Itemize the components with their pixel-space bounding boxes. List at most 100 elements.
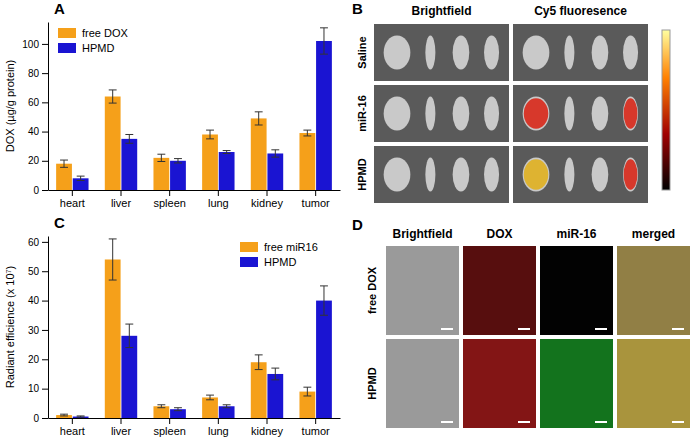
- tick-label: lung: [208, 197, 229, 209]
- error-bar: [60, 414, 68, 416]
- tick-mark: [169, 190, 170, 196]
- error-bar-line: [129, 324, 130, 347]
- error-bar: [174, 408, 182, 411]
- tick-label: tumor: [302, 197, 330, 209]
- scale-bar: [441, 328, 453, 330]
- axis-line: [48, 23, 49, 191]
- error-bar-line: [129, 134, 130, 143]
- tick: 10: [28, 383, 48, 394]
- tick-mark: [42, 161, 48, 162]
- error-bar-line: [258, 355, 259, 370]
- bar: [121, 336, 137, 418]
- error-bar-line: [223, 404, 231, 405]
- image-placeholder: [374, 146, 509, 203]
- tick-mark: [42, 242, 48, 243]
- tick-label: 40: [28, 295, 40, 306]
- tick-label: 60: [28, 97, 40, 108]
- legend-label: HPMD: [82, 42, 114, 54]
- organ: [592, 96, 609, 130]
- organ: [453, 35, 470, 69]
- image-placeholder: [463, 246, 536, 335]
- tick: 40: [28, 295, 48, 306]
- error-bar-line: [210, 395, 211, 400]
- tick: 100: [22, 39, 48, 50]
- error-bar-line: [303, 387, 311, 388]
- bar: [316, 41, 332, 190]
- error-bar: [255, 112, 263, 125]
- row-label: Saline: [356, 36, 368, 68]
- tick: liver: [111, 190, 132, 209]
- legend-swatch: [240, 242, 258, 252]
- tick: tumor: [302, 190, 330, 209]
- tick-label: tumor: [302, 425, 330, 437]
- bar: [153, 158, 169, 190]
- organ: [623, 157, 638, 191]
- figure: 020406080100heartliverspleenlungkidneytu…: [0, 0, 700, 440]
- column-label: miR-16: [556, 227, 596, 241]
- bar: [105, 259, 121, 418]
- error-bar: [174, 159, 182, 163]
- organ: [484, 96, 499, 130]
- error-bar-line: [60, 160, 68, 161]
- tick: 30: [28, 325, 48, 336]
- tick-label: liver: [111, 425, 132, 437]
- tick-mark: [42, 190, 48, 191]
- scale-bar: [518, 328, 530, 330]
- legend: free DOXHPMD: [58, 27, 129, 54]
- image-placeholder: [540, 339, 613, 428]
- legend-swatch: [58, 28, 76, 38]
- error-bar: [223, 405, 231, 408]
- error-bar-line: [223, 150, 231, 151]
- error-bar-line: [60, 167, 68, 168]
- error-bar-line: [174, 407, 182, 408]
- color-bar: [662, 30, 670, 190]
- error-bar: [255, 355, 263, 370]
- image-placeholder: [386, 339, 459, 428]
- organ: [425, 157, 435, 191]
- column-label: Brightfield: [412, 4, 472, 18]
- panel-label: C: [54, 214, 65, 231]
- error-bar-line: [109, 89, 117, 90]
- image-placeholder: [540, 246, 613, 335]
- bar: [202, 397, 218, 418]
- error-bar: [271, 368, 279, 380]
- error-bar-line: [206, 399, 214, 400]
- organ: [453, 96, 470, 130]
- error-bar: [206, 395, 214, 400]
- tick-mark: [218, 190, 219, 196]
- image-placeholder: [386, 246, 459, 335]
- image-placeholder: [617, 246, 690, 335]
- fluorescence: [624, 98, 638, 129]
- bar: [267, 153, 283, 190]
- organ: [592, 35, 609, 69]
- error-bar-line: [303, 130, 311, 131]
- bar: [299, 133, 315, 190]
- plot-area: [56, 28, 332, 190]
- image-signal: [463, 339, 536, 428]
- scale-bar: [672, 328, 684, 330]
- image-placeholder: [513, 146, 648, 203]
- bar: [56, 164, 72, 190]
- tick-mark: [121, 418, 122, 424]
- tick-label: 50: [28, 266, 40, 277]
- tick-mark: [315, 418, 316, 424]
- error-bar-line: [161, 154, 162, 161]
- tick-label: spleen: [153, 197, 185, 209]
- error-bar-line: [271, 368, 279, 369]
- error-bar-line: [109, 103, 117, 104]
- error-bar: [77, 416, 85, 417]
- tick-mark: [42, 389, 48, 390]
- tick: 20: [28, 155, 48, 166]
- tick-label: spleen: [153, 425, 185, 437]
- bar: [73, 178, 89, 190]
- bar: [251, 362, 267, 418]
- panel-label: B: [352, 0, 363, 17]
- tick-label: kidney: [251, 197, 283, 209]
- tick: lung: [208, 418, 229, 437]
- organ: [523, 157, 550, 191]
- tick: tumor: [302, 418, 330, 437]
- organ: [384, 35, 411, 69]
- tick: 20: [28, 354, 48, 365]
- error-bar-line: [275, 150, 276, 157]
- image-signal: [617, 246, 690, 335]
